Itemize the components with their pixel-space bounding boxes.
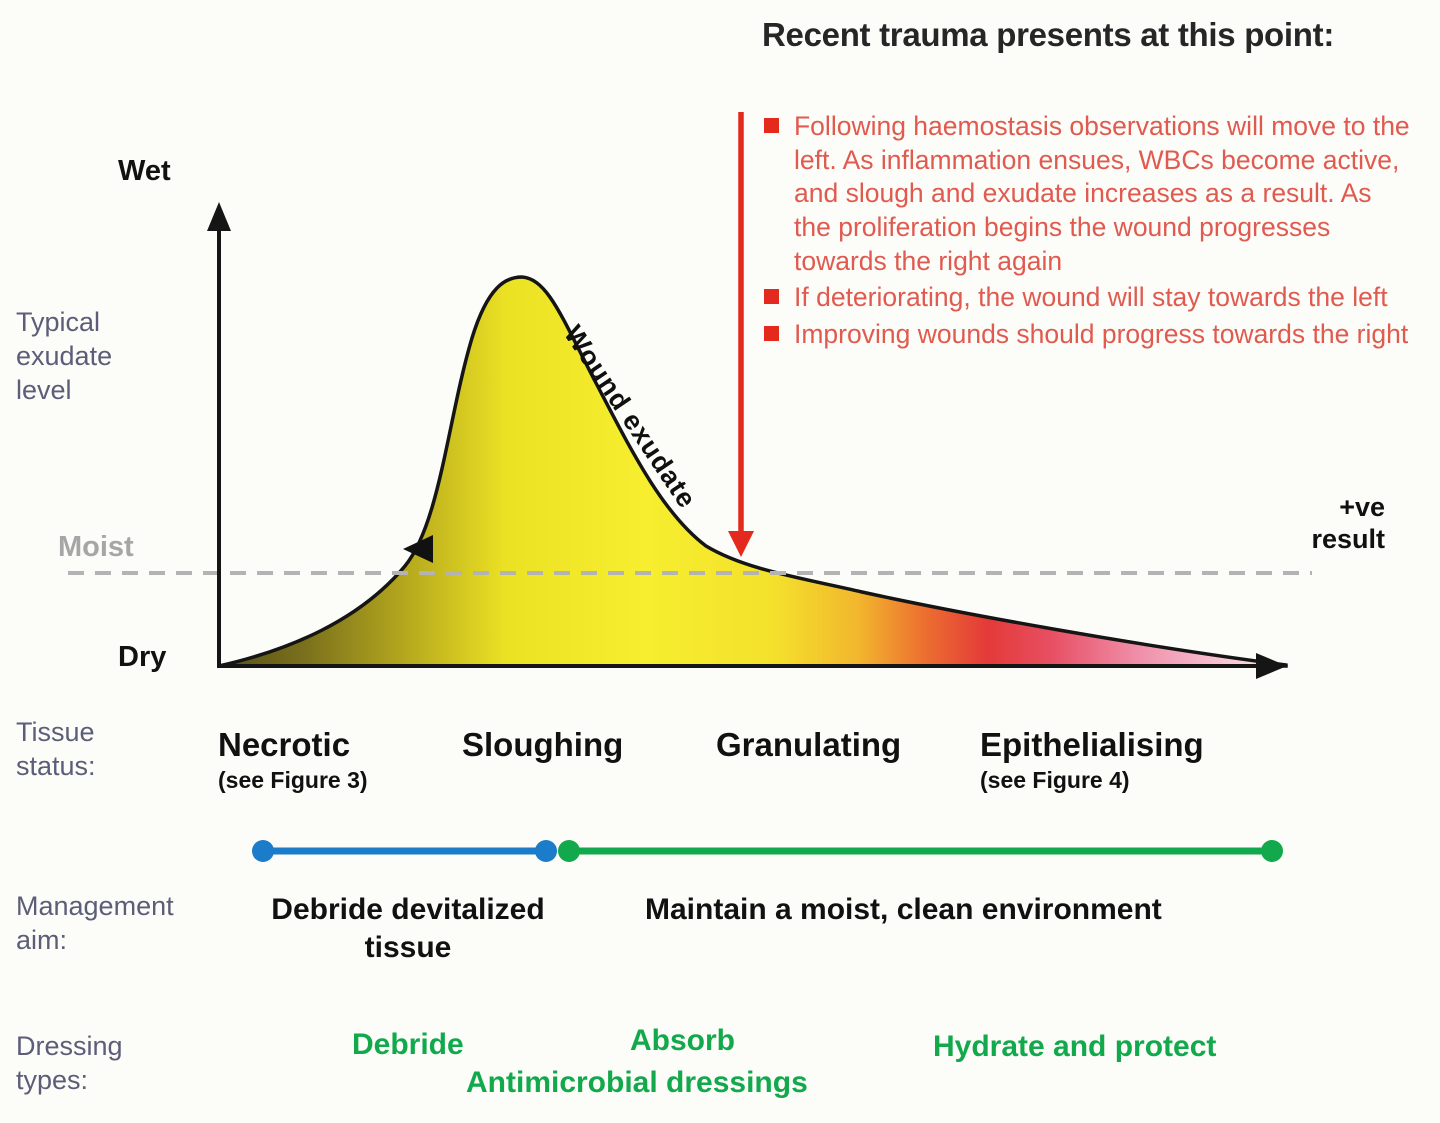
moist-environment-start-dot — [558, 840, 580, 862]
stage-granulating: Granulating — [716, 726, 901, 764]
debride-segment-end-dot — [535, 840, 557, 862]
y-axis-title: Typical exudate level — [16, 307, 113, 405]
tissue-status-label: Tissue status: — [16, 717, 96, 781]
positive-result-label: +ve result — [1311, 492, 1385, 555]
stage-note: (see Figure 3) — [218, 767, 368, 793]
bullet-square-icon — [764, 118, 779, 133]
debride-segment-start-dot — [252, 840, 274, 862]
stage-epithelialising: Epithelialising (see Figure 4) — [980, 726, 1204, 794]
trauma-bullet: If deteriorating, the wound will stay to… — [764, 281, 1414, 315]
trauma-bullet: Following haemostasis observations will … — [764, 110, 1414, 278]
dry-label: Dry — [118, 641, 167, 673]
stage-note: (see Figure 4) — [980, 767, 1130, 793]
management-aim-debride: Debride devitalized tissue — [271, 893, 545, 964]
left-pointer-icon — [403, 535, 433, 563]
bullet-square-icon — [764, 289, 779, 305]
trauma-heading: Recent trauma presents at this point: — [762, 16, 1335, 53]
stage-name: Epithelialising — [980, 726, 1204, 763]
trauma-bullet: Improving wounds should progress towards… — [764, 318, 1414, 352]
trauma-arrow-head-icon — [728, 531, 754, 557]
y-axis-arrow-icon — [207, 202, 231, 231]
moist-label: Moist — [58, 531, 134, 563]
dressing-types-label: Dressing types: — [16, 1031, 123, 1095]
dressing-absorb: Absorb — [630, 1024, 735, 1057]
trauma-bullet-text: Improving wounds should progress towards… — [794, 318, 1409, 349]
stage-necrotic: Necrotic (see Figure 3) — [218, 726, 368, 794]
trauma-bullet-text: Following haemostasis observations will … — [794, 111, 1410, 276]
stage-sloughing: Sloughing — [462, 726, 623, 764]
trauma-bullet-list: Following haemostasis observations will … — [764, 110, 1414, 351]
trauma-bullet-text: If deteriorating, the wound will stay to… — [794, 282, 1388, 313]
wet-label: Wet — [118, 155, 171, 187]
stage-name: Granulating — [716, 726, 902, 763]
dressing-antimicrobial: Antimicrobial dressings — [466, 1066, 808, 1099]
management-aim-moist: Maintain a moist, clean environment — [645, 893, 1162, 926]
stage-name: Necrotic — [218, 726, 351, 763]
dressing-hydrate: Hydrate and protect — [933, 1030, 1217, 1063]
x-axis-arrow-icon — [1256, 653, 1287, 679]
moist-environment-end-dot — [1261, 840, 1283, 862]
management-aim-label: Management aim: — [16, 891, 174, 955]
stage-name: Sloughing — [462, 726, 624, 763]
dressing-debride: Debride — [352, 1028, 464, 1061]
bullet-square-icon — [764, 325, 779, 341]
